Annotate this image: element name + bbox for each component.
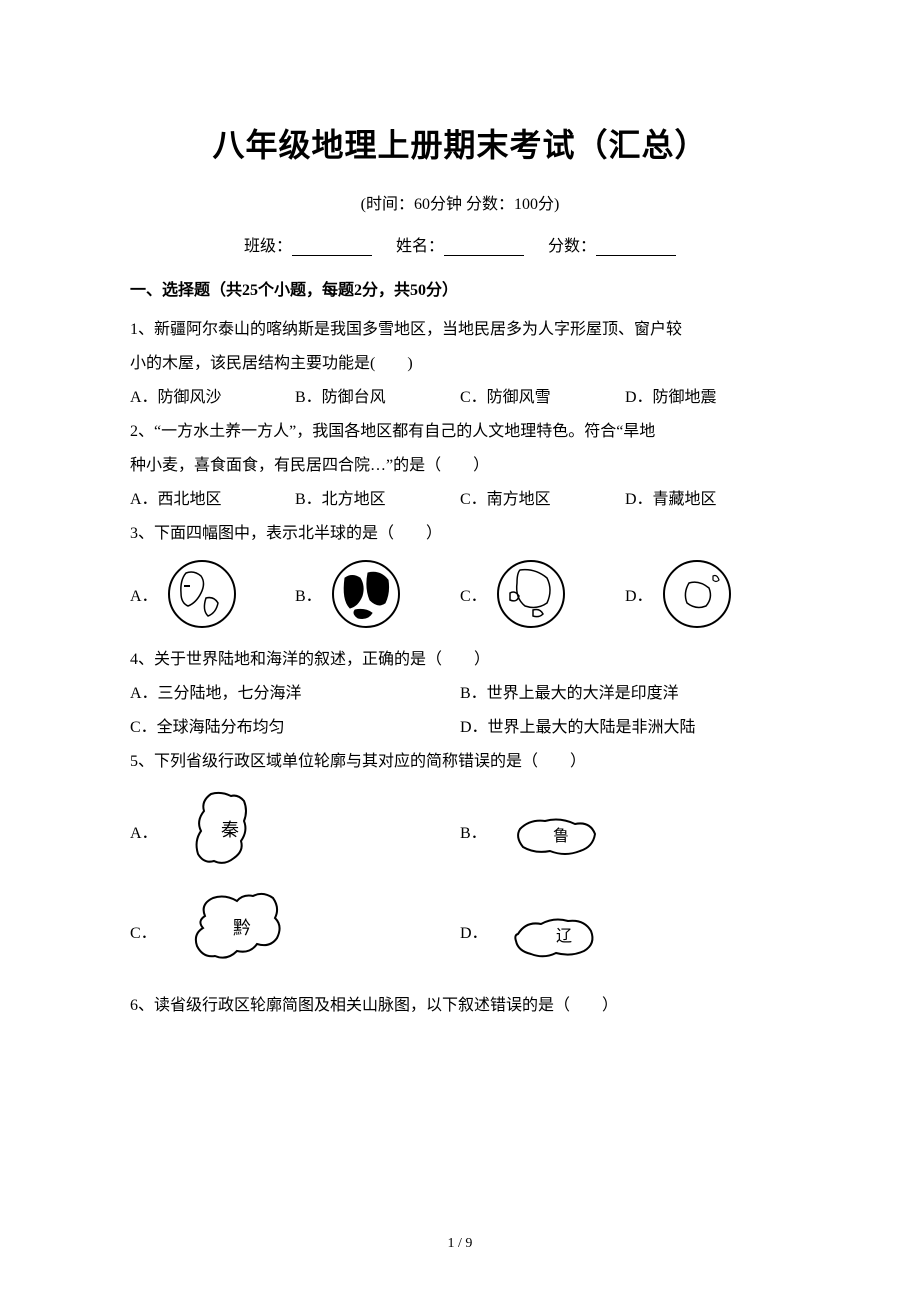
q5-option-b: B． 鲁: [460, 786, 790, 876]
question-1-options: A．防御风沙 B．防御台风 C．防御风雪 D．防御地震: [130, 382, 790, 414]
q3-option-b: B．: [295, 558, 460, 630]
q3-c-label: C．: [460, 582, 487, 606]
q5-b-char: 鲁: [553, 827, 569, 845]
q4-option-a: A．三分陆地，七分海洋: [130, 678, 460, 710]
q3-option-a: A．: [130, 558, 295, 630]
q5-option-a: A． 秦: [130, 786, 460, 876]
question-4-options-row1: A．三分陆地，七分海洋 B．世界上最大的大洋是印度洋: [130, 678, 790, 710]
globe-b-icon: [330, 558, 402, 630]
q2-option-c: C．南方地区: [460, 484, 625, 516]
q1-option-a: A．防御风沙: [130, 382, 295, 414]
q5-option-d: D． 辽: [460, 886, 790, 976]
name-blank[interactable]: [444, 238, 524, 256]
class-blank[interactable]: [292, 238, 372, 256]
q5-b-label: B．: [460, 819, 487, 843]
q4-option-b: B．世界上最大的大洋是印度洋: [460, 678, 790, 710]
globe-c-icon: [495, 558, 567, 630]
question-3: 3、下面四幅图中，表示北半球的是（ ）: [130, 518, 790, 550]
question-2-line2: 种小麦，喜食面食，有民居四合院…”的是（ ）: [130, 450, 790, 482]
question-2-line1: 2、“一方水土养一方人”，我国各地区都有自己的人文地理特色。符合“旱地: [130, 416, 790, 448]
globe-a-icon: [166, 558, 238, 630]
section-1-header: 一、选择题（共25个小题，每题2分，共50分）: [130, 276, 790, 300]
question-1-line1: 1、新疆阿尔泰山的喀纳斯是我国多雪地区，当地民居多为人字形屋顶、窗户较: [130, 314, 790, 346]
q5-a-char: 秦: [221, 820, 239, 840]
q3-a-label: A．: [130, 582, 158, 606]
q3-d-label: D．: [625, 582, 653, 606]
q3-option-d: D．: [625, 558, 790, 630]
question-4-options-row2: C．全球海陆分布均匀 D．世界上最大的大陆是非洲大陆: [130, 712, 790, 744]
q5-c-label: C．: [130, 919, 157, 943]
province-qin-icon: 秦: [176, 786, 286, 876]
student-info-line: 班级： 姓名： 分数：: [130, 232, 790, 256]
q5-option-c: C． 黔: [130, 886, 460, 976]
globe-d-icon: [661, 558, 733, 630]
question-5-options: A． 秦 B． 鲁 C． 黔 D． 辽: [130, 786, 790, 976]
q3-b-label: B．: [295, 582, 322, 606]
question-5: 5、下列省级行政区域单位轮廓与其对应的简称错误的是（ ）: [130, 746, 790, 778]
q5-c-char: 黔: [233, 918, 251, 938]
q4-option-d: D．世界上最大的大陆是非洲大陆: [460, 712, 790, 744]
question-6: 6、读省级行政区轮廓简图及相关山脉图，以下叙述错误的是（ ）: [130, 990, 790, 1022]
province-qian-icon: 黔: [175, 886, 305, 976]
q1-option-d: D．防御地震: [625, 382, 790, 414]
q2-option-a: A．西北地区: [130, 484, 295, 516]
q3-option-c: C．: [460, 558, 625, 630]
question-4: 4、关于世界陆地和海洋的叙述，正确的是（ ）: [130, 644, 790, 676]
exam-title: 八年级地理上册期末考试（汇总）: [130, 120, 790, 166]
q1-option-b: B．防御台风: [295, 382, 460, 414]
province-lu-icon: 鲁: [505, 809, 605, 864]
exam-subtitle: (时间：60分钟 分数：100分): [130, 190, 790, 214]
class-label: 班级：: [244, 238, 292, 255]
page-number: 1 / 9: [0, 1236, 920, 1252]
q2-option-b: B．北方地区: [295, 484, 460, 516]
q4-option-c: C．全球海陆分布均匀: [130, 712, 460, 744]
name-label: 姓名：: [396, 238, 444, 255]
score-label: 分数：: [548, 238, 596, 255]
question-1-line2: 小的木屋，该民居结构主要功能是( ): [130, 348, 790, 380]
question-2-options: A．西北地区 B．北方地区 C．南方地区 D．青藏地区: [130, 484, 790, 516]
q2-option-d: D．青藏地区: [625, 484, 790, 516]
score-blank[interactable]: [596, 238, 676, 256]
q5-d-char: 辽: [556, 927, 572, 945]
q1-option-c: C．防御风雪: [460, 382, 625, 414]
q5-a-label: A．: [130, 819, 158, 843]
province-liao-icon: 辽: [506, 909, 606, 964]
question-3-options: A． B． C． D．: [130, 558, 790, 630]
q5-d-label: D．: [460, 919, 488, 943]
